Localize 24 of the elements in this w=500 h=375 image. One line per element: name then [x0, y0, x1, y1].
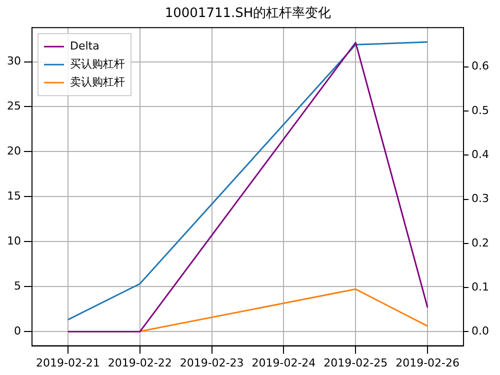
legend-label: 卖认购杠杆	[70, 75, 125, 88]
chart-title: 10001711.SH的杠杆率变化	[164, 5, 332, 22]
y-tick-label: 15	[6, 189, 21, 202]
y-tick-label: 10	[6, 234, 21, 248]
y2-tick-label: 0.2	[472, 236, 490, 250]
y-tick-label: 20	[6, 144, 21, 158]
y2-tick-label: 0.0	[472, 324, 490, 338]
x-tick-label: 2019-02-22	[108, 356, 172, 370]
y2-tick-label: 0.3	[472, 192, 490, 206]
x-tick-label: 2019-02-26	[396, 356, 460, 370]
y2-tick-label: 0.4	[472, 148, 490, 162]
y2-tick-label: 0.5	[472, 104, 490, 117]
x-tick-label: 2019-02-24	[252, 356, 316, 370]
y2-tick-label: 0.1	[472, 280, 490, 294]
legend-label: Delta	[70, 39, 100, 52]
legend-label: 买认购杠杆	[70, 57, 125, 70]
x-tick-label: 2019-02-21	[36, 356, 100, 370]
y-tick-label: 0	[14, 324, 21, 338]
y2-tick-label: 0.6	[472, 60, 490, 73]
y-tick-label: 25	[6, 100, 21, 113]
x-tick-label: 2019-02-23	[180, 356, 244, 370]
x-tick-label: 2019-02-25	[324, 356, 388, 370]
y-tick-label: 30	[6, 54, 21, 68]
y-tick-label: 5	[14, 279, 21, 292]
